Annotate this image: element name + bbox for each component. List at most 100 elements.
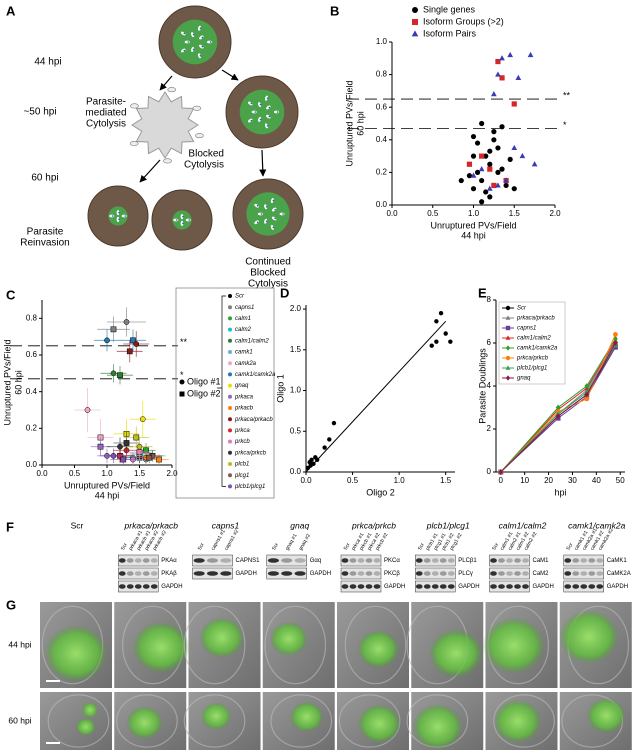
point — [156, 456, 162, 463]
band — [373, 571, 381, 576]
vacuole-fluorescence — [357, 703, 402, 744]
point — [519, 152, 526, 159]
band-label: PLCβ1 — [458, 558, 477, 564]
panel-label: G — [6, 597, 16, 612]
point — [495, 58, 501, 65]
point — [486, 185, 493, 191]
point — [503, 177, 509, 183]
point — [120, 456, 127, 463]
parasite — [247, 101, 253, 106]
vacuole-fluorescence — [269, 621, 308, 657]
band — [118, 558, 126, 563]
blot-strip — [266, 554, 307, 567]
parasite — [180, 214, 184, 220]
parasite — [254, 220, 259, 225]
parasite — [248, 118, 253, 123]
y-axis-label: Unruptured PVs/Field — [344, 80, 354, 166]
legend-box — [498, 301, 566, 385]
band-label: PKAα — [161, 558, 177, 564]
y-tick-label: 0.4 — [26, 387, 38, 396]
point — [499, 124, 505, 130]
point — [584, 396, 590, 402]
node-label: Parasite- — [86, 97, 126, 108]
nucleus — [199, 27, 202, 30]
vacuole-fluorescence — [558, 609, 620, 665]
egressing-parasite — [130, 103, 139, 109]
band-label: GAPDH — [607, 584, 628, 590]
legend-marker — [412, 19, 418, 25]
band-label: PKCα — [384, 558, 400, 564]
point — [314, 457, 320, 462]
band — [447, 571, 455, 576]
nucleus — [265, 220, 268, 223]
parasite — [116, 210, 120, 216]
band-label: GAPDH — [236, 571, 257, 577]
y-tick-label: 2.0 — [290, 304, 302, 313]
y-tick-label: 0.0 — [290, 467, 302, 476]
band — [134, 571, 142, 576]
egressing-parasite — [195, 133, 204, 139]
band — [357, 571, 365, 576]
band — [588, 558, 596, 563]
legend-marker — [228, 327, 232, 332]
column-header: prkaca/prkacb — [124, 520, 179, 530]
band — [357, 558, 365, 563]
band — [365, 558, 373, 563]
row-label: 44 hpi — [8, 639, 31, 649]
row-label: 60 hpi — [8, 715, 31, 725]
parasite — [271, 216, 277, 221]
point — [327, 437, 332, 442]
legend-label: calm1/calm2 — [517, 336, 551, 342]
arrow — [159, 75, 173, 91]
band — [572, 558, 580, 563]
band — [126, 571, 134, 576]
band-label: CAPNS1 — [236, 558, 261, 564]
parasite — [185, 218, 191, 222]
y-axis-label: 60 hpi — [355, 111, 365, 136]
panel-label: A — [6, 3, 16, 18]
y-tick-label: 6 — [487, 338, 492, 347]
nucleus — [259, 103, 262, 106]
band — [193, 558, 205, 563]
nucleus — [256, 221, 259, 224]
column-header: calm1/calm2 — [499, 520, 547, 530]
band — [596, 558, 604, 563]
band — [514, 584, 521, 589]
blot-strip — [118, 554, 159, 567]
parasite — [271, 207, 277, 212]
nucleus — [175, 219, 178, 221]
column-header: capns1 — [212, 520, 240, 530]
nucleus — [265, 205, 268, 208]
vacuole — [246, 192, 290, 236]
lane-label: gnaq #2 — [298, 533, 312, 552]
point — [495, 182, 501, 188]
vacuole — [108, 206, 128, 226]
legend-label: camk1/camk2a — [517, 346, 558, 352]
x-tick-label: 30 — [568, 476, 577, 485]
legend-label: plcb1/plcg1 — [516, 366, 547, 372]
x-tick-label: 1.5 — [134, 469, 146, 478]
band — [415, 571, 423, 576]
x-tick-label: 2.0 — [549, 209, 561, 218]
band — [506, 558, 513, 563]
blot-strip — [489, 554, 530, 567]
point — [479, 120, 485, 127]
legend-box — [175, 287, 275, 499]
cell-outline — [264, 605, 327, 685]
nucleus — [272, 199, 275, 202]
band — [294, 571, 306, 576]
nucleus — [188, 219, 191, 221]
point — [584, 391, 590, 398]
time-label: 44 hpi — [34, 57, 61, 68]
legend-marker — [228, 294, 232, 298]
band — [506, 571, 513, 576]
parasite — [191, 32, 195, 38]
band-label: CaM1 — [533, 558, 550, 564]
band — [341, 584, 349, 589]
nucleus — [266, 97, 269, 100]
cell-outline — [183, 605, 246, 685]
legend-marker — [228, 406, 232, 410]
band — [150, 558, 158, 563]
x-tick-label: 1.0 — [101, 469, 113, 478]
band — [580, 571, 588, 576]
